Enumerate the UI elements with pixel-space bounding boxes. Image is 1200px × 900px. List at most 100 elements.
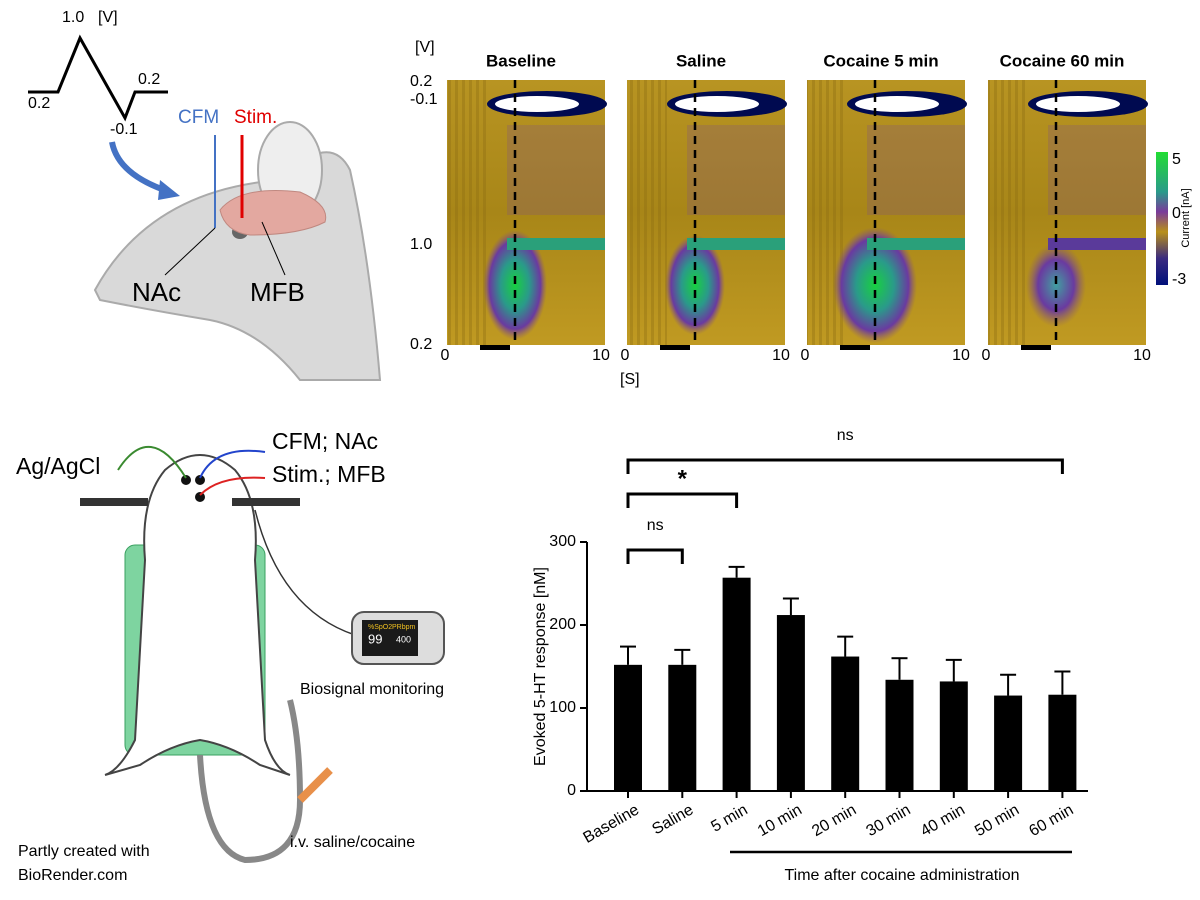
colorbar <box>1156 152 1168 285</box>
monitor-label: Biosignal monitoring <box>300 681 444 698</box>
nac-label: NAc <box>132 277 181 307</box>
electrode-dot <box>181 475 191 485</box>
cv-stripes <box>988 80 1028 345</box>
x-tick-label: Saline <box>649 801 696 838</box>
wire <box>117 445 187 479</box>
x-tick-label: 20 min <box>809 801 859 840</box>
cv-title: Cocaine 5 min <box>823 51 938 70</box>
bar <box>885 679 914 791</box>
x-tick-label: 40 min <box>918 801 968 840</box>
colorbar-label: -3 <box>1172 271 1186 288</box>
waveform-unit: [V] <box>98 9 118 26</box>
bar <box>994 695 1023 791</box>
waveform-trace <box>28 34 168 122</box>
cv-x-label: 10 <box>772 347 790 364</box>
cv-line <box>867 238 965 250</box>
cfm-label: CFM <box>178 107 219 128</box>
wire <box>254 509 356 636</box>
cv-oxidation <box>1036 96 1120 112</box>
mfb-label: MFB <box>250 277 305 307</box>
credit-label: BioRender.com <box>18 867 127 884</box>
x-tick-label: Baseline <box>580 801 642 846</box>
cv-stripes <box>627 80 667 345</box>
x-axis-label: Time after cocaine administration <box>784 867 1019 884</box>
x-tick-label: 50 min <box>972 801 1022 840</box>
cv-band <box>867 125 965 215</box>
iv-label: i.v. saline/cocaine <box>290 834 415 851</box>
stim-setup-label: Stim.; MFB <box>272 461 386 487</box>
bar <box>776 615 805 791</box>
cv-stim-bar <box>480 345 510 350</box>
cv-band <box>507 125 605 215</box>
cv-stim-bar <box>660 345 690 350</box>
waveform-min: -0.1 <box>110 121 138 138</box>
rat-head <box>93 151 382 381</box>
electrode-dot <box>195 475 205 485</box>
waveform-end: 0.2 <box>138 71 160 88</box>
significance-bracket <box>626 492 739 508</box>
oximeter-screen <box>362 620 418 656</box>
cv-x-label: 0 <box>441 347 450 364</box>
cv-y-label: 1.0 <box>410 236 432 253</box>
reference-label: Ag/AgCl <box>16 453 100 479</box>
cv-title: Cocaine 60 min <box>1000 51 1125 70</box>
cv-peak <box>483 230 547 340</box>
cv-title: Baseline <box>486 51 556 70</box>
pointer <box>164 227 216 276</box>
cv-stim-bar <box>1021 345 1051 350</box>
y-tick-label: 0 <box>567 782 576 799</box>
credit-label: Partly created with <box>18 843 150 860</box>
y-tick-label: 300 <box>549 533 576 550</box>
waveform-peak: 1.0 <box>62 9 84 26</box>
cv-oxidation <box>495 96 579 112</box>
significance-label: * <box>678 465 688 492</box>
y-tick-label: 100 <box>549 699 576 716</box>
cv-stim-bar <box>840 345 870 350</box>
rat-brain <box>219 189 327 236</box>
cv-band <box>1048 125 1146 215</box>
colorbar-title: Current [nA] <box>1180 188 1192 247</box>
stim-label: Stim. <box>234 107 277 128</box>
cv-line <box>507 238 605 250</box>
cv-x-label: 0 <box>801 347 810 364</box>
wire <box>199 449 266 479</box>
bar <box>831 656 860 791</box>
significance-label: ns <box>647 517 664 534</box>
electrode-dot <box>195 492 205 502</box>
pointer <box>261 221 286 276</box>
cv-peak <box>833 227 917 343</box>
cv-title: Saline <box>676 51 726 70</box>
catheter <box>297 767 333 803</box>
colorbar-label: 5 <box>1172 151 1181 168</box>
ear-bar <box>80 498 148 506</box>
significance-bracket <box>626 548 684 564</box>
significance-bracket <box>626 458 1064 474</box>
significance-label: ns <box>837 427 854 444</box>
y-tick-label: 200 <box>549 616 576 633</box>
cv-oxidation <box>675 96 759 112</box>
x-tick-label: 60 min <box>1026 801 1076 840</box>
cv-peak <box>665 235 725 335</box>
bar <box>939 681 968 791</box>
cv-x-label: 0 <box>621 347 630 364</box>
x-tick-label: 30 min <box>864 801 914 840</box>
cv-peak <box>1026 243 1086 327</box>
rat-tail <box>197 699 304 864</box>
y-axis-label: Evoked 5-HT response [nM] <box>532 567 549 766</box>
cv-y-unit: [V] <box>415 39 435 56</box>
ear-bar <box>232 498 300 506</box>
bar <box>722 577 751 791</box>
cv-y-label: 0.2 <box>410 336 432 353</box>
cv-line <box>687 238 785 250</box>
rat-body <box>104 454 291 776</box>
cv-x-label: 10 <box>1133 347 1151 364</box>
oximeter-pr: PRbpm <box>392 624 416 631</box>
cv-x-unit: [S] <box>620 371 640 388</box>
cv-stripes <box>447 80 487 345</box>
bar <box>614 664 642 791</box>
cv-x-label: 10 <box>952 347 970 364</box>
bar <box>668 664 697 791</box>
x-tick-label: 10 min <box>755 801 805 840</box>
x-tick-label: 5 min <box>708 801 750 835</box>
